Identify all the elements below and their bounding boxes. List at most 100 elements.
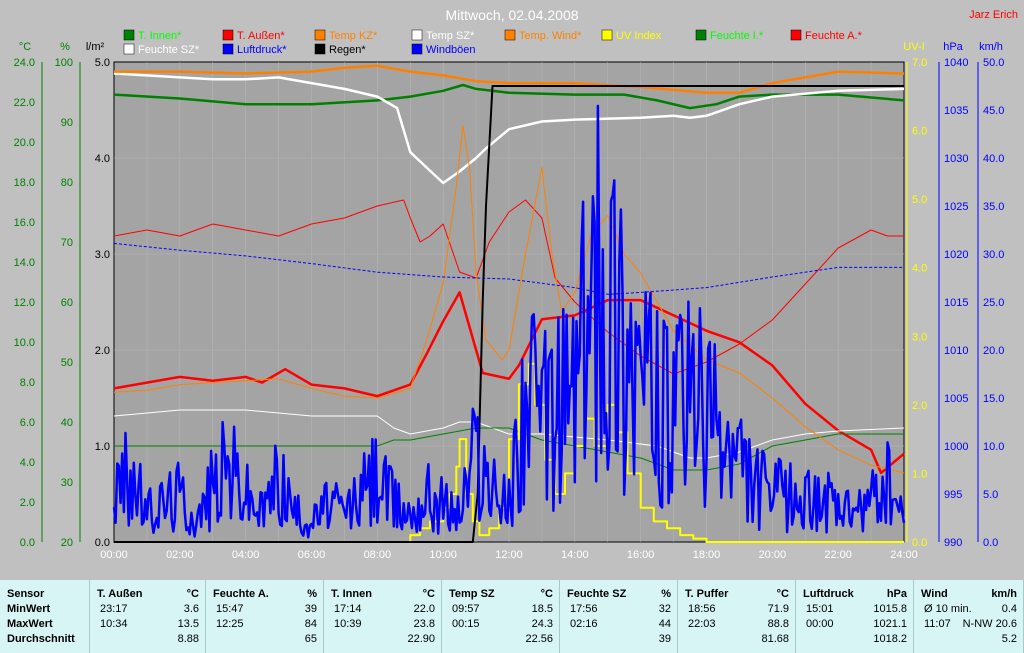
legend-label: Temp. Wind* xyxy=(519,30,582,42)
legend-swatch xyxy=(411,43,423,55)
series-line-t-au-en xyxy=(113,291,905,475)
stats-max: 13.5 xyxy=(177,618,199,630)
stats-column: T. Außen °C 23:17 3.6 10:34 13.5 8.88 xyxy=(90,580,206,653)
temp-tick-label: 20.0 xyxy=(14,137,35,149)
temp-tick-label: 16.0 xyxy=(14,217,35,229)
stats-max: 23.8 xyxy=(413,618,435,630)
wind-tick-label: 20.0 xyxy=(983,345,1004,357)
weather-chart: Mittwoch, 02.04.2008 Jarz Erich T. Innen… xyxy=(13,7,1018,561)
stats-min-time: 09:57 xyxy=(452,603,480,615)
legend-swatch xyxy=(695,29,707,41)
rain-tick-label: 5.0 xyxy=(95,57,110,69)
legend-label: T. Innen* xyxy=(138,30,182,42)
legend-swatch xyxy=(790,29,802,41)
rain-tick-label: 0.0 xyxy=(95,537,110,549)
uv-unit-label: UV-I xyxy=(903,41,924,53)
stats-max-time: 02:16 xyxy=(570,618,598,630)
stats-column: T. Puffer °C 18:56 71.9 22:03 88.8 81.68 xyxy=(678,580,796,653)
stats-sensor: Wind xyxy=(921,588,948,600)
press-tick-label: 990 xyxy=(944,537,962,549)
stats-row-label: MinWert xyxy=(7,603,51,615)
stats-min-time: 15:01 xyxy=(806,603,834,615)
stats-min-time: 23:17 xyxy=(100,603,128,615)
stats-max: 1021.1 xyxy=(873,618,907,630)
stats-min: 32 xyxy=(658,603,671,615)
legend-swatch xyxy=(123,29,135,41)
stats-avg: 22.56 xyxy=(525,633,553,645)
humid-tick-label: 20 xyxy=(61,537,73,549)
stats-max-time: 12:25 xyxy=(216,618,244,630)
rain-unit-label: l/m² xyxy=(86,41,105,53)
stats-max: 44 xyxy=(658,618,671,630)
legend-swatch xyxy=(222,43,234,55)
temp-tick-label: 14.0 xyxy=(14,257,35,269)
humid-unit-label: % xyxy=(60,41,70,53)
stats-min: 39 xyxy=(304,603,317,615)
unit-labels: °C % l/m² UV-I hPa km/h xyxy=(19,41,1003,53)
wind-tick-label: 50.0 xyxy=(983,57,1004,69)
series-line-regen xyxy=(114,85,904,543)
legend-label: Feuchte SZ* xyxy=(138,44,200,56)
humid-tick-label: 60 xyxy=(61,297,73,309)
legend-label: UV Index xyxy=(616,30,662,42)
uv-tick-label: 1.0 xyxy=(912,468,927,480)
press-tick-label: 1020 xyxy=(944,249,968,261)
stats-label-column: Sensor MinWert MaxWert Durchschnitt xyxy=(0,580,90,653)
stats-unit: °C xyxy=(422,588,435,600)
humid-tick-label: 90 xyxy=(61,117,73,129)
series-line-temp-sz xyxy=(113,72,905,185)
press-tick-label: 1035 xyxy=(944,105,968,117)
chart-title: Mittwoch, 02.04.2008 xyxy=(445,7,578,23)
time-tick-label: 04:00 xyxy=(232,549,260,561)
wind-tick-label: 30.0 xyxy=(983,249,1004,261)
legend-swatch xyxy=(123,43,135,55)
rain-tick-label: 1.0 xyxy=(95,441,110,453)
series-line-t-innen xyxy=(113,83,905,110)
stats-sensor: Temp SZ xyxy=(449,588,495,600)
stats-avg: 22.90 xyxy=(407,633,435,645)
stats-unit: °C xyxy=(540,588,553,600)
wind-unit-label: km/h xyxy=(979,41,1003,53)
stats-avg: 1018.2 xyxy=(873,633,907,645)
temp-tick-label: 2.0 xyxy=(20,497,35,509)
wind-tick-label: 0.0 xyxy=(983,537,998,549)
humid-tick-label: 30 xyxy=(61,477,73,489)
time-tick-label: 18:00 xyxy=(693,549,721,561)
time-tick-label: 02:00 xyxy=(166,549,194,561)
stats-max: 88.8 xyxy=(767,618,789,630)
stats-column: T. Innen °C 17:14 22.0 10:39 23.8 22.90 xyxy=(324,580,442,653)
uv-tick-label: 5.0 xyxy=(912,194,927,206)
humid-tick-label: 40 xyxy=(61,417,73,429)
stats-max-time: 22:03 xyxy=(688,618,716,630)
stats-avg: 8.88 xyxy=(177,633,199,645)
uv-tick-label: 7.0 xyxy=(912,57,927,69)
legend-label: Temp KZ* xyxy=(329,30,378,42)
stats-min-time: 17:56 xyxy=(570,603,598,615)
stats-row-label: MaxWert xyxy=(7,618,53,630)
stats-sensor: Luftdruck xyxy=(803,588,854,600)
stats-min: 3.6 xyxy=(183,603,199,615)
series-line-temp-wind xyxy=(113,124,905,474)
stats-column: Wind km/h Ø 10 min. 0.4 11:07 N-NW 20.6 5.2 xyxy=(914,580,1024,653)
stats-max-time: 10:39 xyxy=(334,618,362,630)
stats-max: N-NW 20.6 xyxy=(962,618,1017,630)
stats-sensor: T. Außen xyxy=(97,588,143,600)
wind-tick-label: 15.0 xyxy=(983,393,1004,405)
press-unit-label: hPa xyxy=(943,41,963,53)
stats-max-time: 00:00 xyxy=(806,618,834,630)
stats-max-time: 10:34 xyxy=(100,618,128,630)
stats-min-time: 17:14 xyxy=(334,603,362,615)
rain-tick-label: 3.0 xyxy=(95,249,110,261)
wind-tick-label: 35.0 xyxy=(983,201,1004,213)
stats-avg: 65 xyxy=(304,633,317,645)
legend-swatch xyxy=(314,43,326,55)
time-tick-label: 10:00 xyxy=(429,549,457,561)
stats-min: 71.9 xyxy=(767,603,789,615)
stats-row-label: Durchschnitt xyxy=(7,633,75,645)
press-tick-label: 1010 xyxy=(944,345,968,357)
wind-tick-label: 40.0 xyxy=(983,153,1004,165)
stats-avg: 39 xyxy=(658,633,671,645)
temp-tick-label: 24.0 xyxy=(14,57,35,69)
legend-label: Luftdruck* xyxy=(237,44,287,56)
press-tick-label: 1000 xyxy=(944,441,968,453)
